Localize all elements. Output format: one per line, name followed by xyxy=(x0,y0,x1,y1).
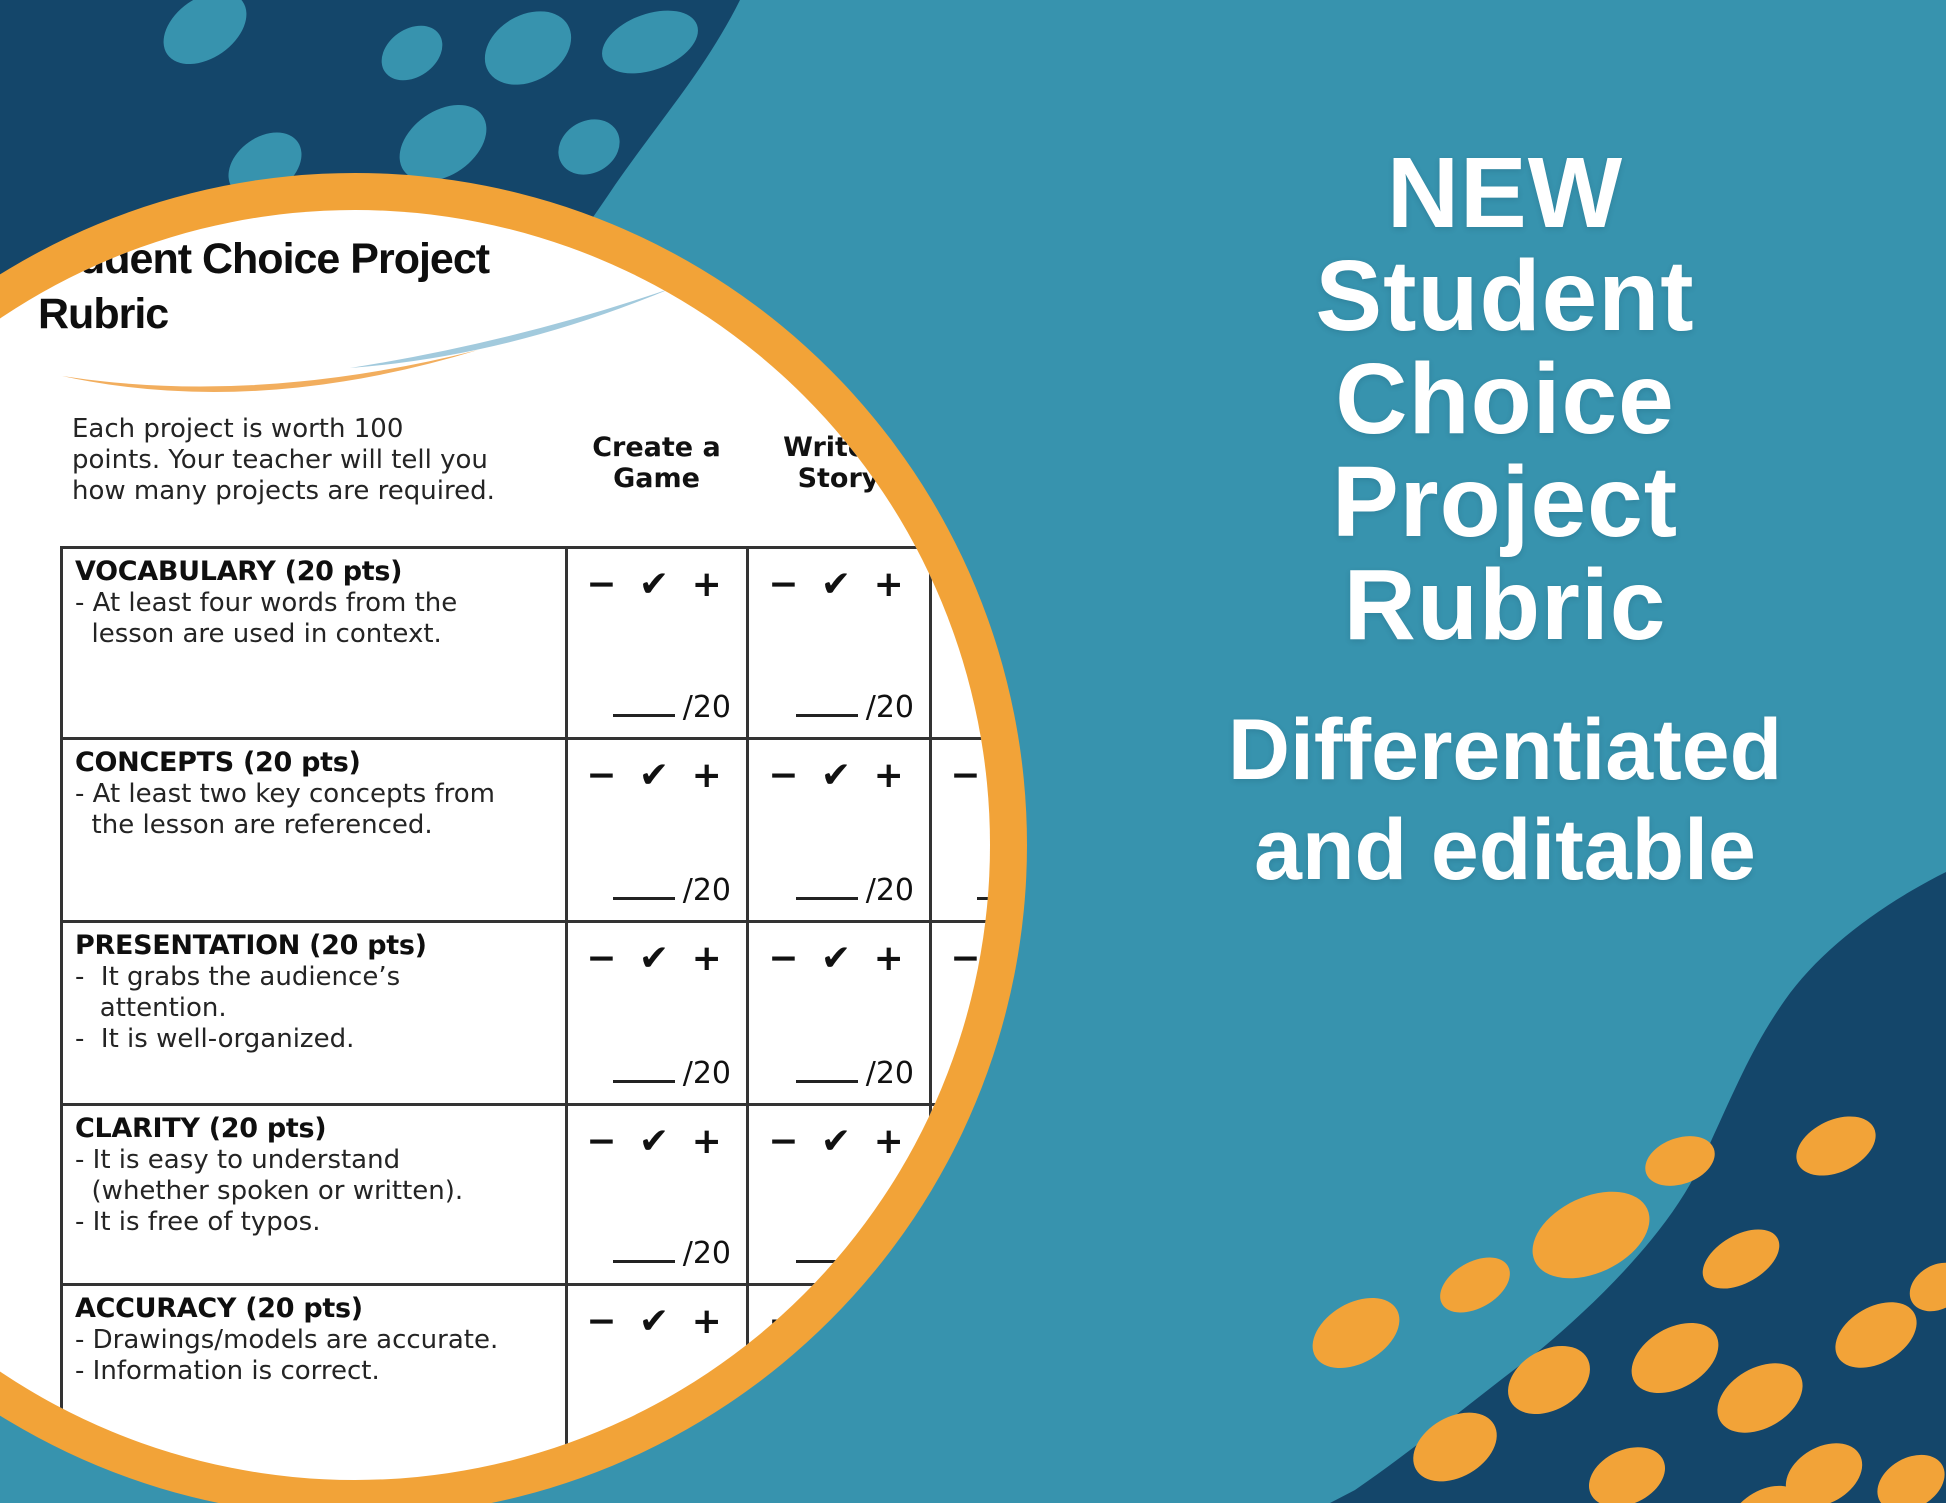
promo-subtitle: Differentiated and editable xyxy=(1064,700,1946,900)
score-blank xyxy=(795,1056,858,1083)
promo-subtitle-line: and editable xyxy=(1254,802,1756,898)
score-cell: /20 xyxy=(747,1056,930,1091)
header-swoosh-decoration xyxy=(62,288,672,393)
criteria-bullets: - It is easy to understand (whether spok… xyxy=(75,1145,464,1237)
promo-title-line: Project xyxy=(1331,446,1678,558)
score-cell: /20 xyxy=(566,1056,747,1091)
rubric-row-vocabulary: VOCABULARY (20 pts) - At least four word… xyxy=(60,546,990,737)
score-blank xyxy=(795,1236,858,1263)
score-blank xyxy=(795,690,858,717)
score-blank xyxy=(612,1236,675,1263)
criteria-bullets: - It grabs the audience’s attention. - I… xyxy=(75,962,401,1054)
table-line xyxy=(60,546,990,549)
score-cell: /20 xyxy=(930,873,990,908)
score-cell: /20 xyxy=(566,873,747,908)
score-cell: /20 xyxy=(566,1236,747,1271)
table-line xyxy=(60,1103,990,1106)
criteria-title: VOCABULARY (20 pts) xyxy=(75,556,403,587)
rubric-row-concepts: CONCEPTS (20 pts) - At least two key con… xyxy=(60,737,990,920)
table-line xyxy=(565,546,568,1480)
criteria-cell: ACCURACY (20 pts) - Drawings/models are … xyxy=(75,1293,573,1387)
rating-symbols: − ✔ + xyxy=(768,755,909,796)
criteria-bullets: - Drawings/models are accurate. - Inform… xyxy=(75,1325,499,1386)
rating-symbols: − ✔ + xyxy=(586,1301,727,1342)
criteria-title: PRESENTATION (20 pts) xyxy=(75,930,427,961)
criteria-title: ACCURACY (20 pts) xyxy=(75,1293,363,1324)
score-label: /20 xyxy=(682,873,731,908)
score-cell: /20 xyxy=(566,690,747,725)
score-label: /20 xyxy=(865,690,914,725)
table-line xyxy=(60,1283,990,1286)
column-header-create-a-game: Create a Game xyxy=(592,432,721,494)
rating-symbols: − ✔ + xyxy=(586,938,727,979)
promo-title-line: Rubric xyxy=(1343,549,1667,661)
table-line xyxy=(60,737,990,740)
rating-symbols: − ✔ + xyxy=(586,564,727,605)
rating-symbols: − ✔ + xyxy=(768,564,909,605)
intro-text: Each project is worth 100 points. Your t… xyxy=(72,414,495,506)
promo-title: NEW Student Choice Project Rubric xyxy=(1064,142,1946,657)
bottom-right-blob xyxy=(1330,872,1946,1503)
promo-title-line: Choice xyxy=(1335,343,1675,455)
circle-paper xyxy=(0,210,990,1480)
criteria-cell: PRESENTATION (20 pts) - It grabs the aud… xyxy=(75,930,573,1055)
score-label: /20 xyxy=(865,873,914,908)
rating-symbols: − ✔ + xyxy=(586,755,727,796)
rating-symbols: − ✔ + xyxy=(950,755,990,796)
score-blank xyxy=(612,1056,675,1083)
table-line xyxy=(60,920,990,923)
promo-title-line: NEW xyxy=(1386,137,1624,249)
criteria-cell: CONCEPTS (20 pts) - At least two key con… xyxy=(75,747,573,841)
score-blank xyxy=(795,873,858,900)
criteria-bullets: - At least four words from the lesson ar… xyxy=(75,588,458,649)
criteria-cell: VOCABULARY (20 pts) - At least four word… xyxy=(75,556,573,650)
table-line xyxy=(60,546,63,1480)
criteria-title: CLARITY (20 pts) xyxy=(75,1113,327,1144)
criteria-cell: CLARITY (20 pts) - It is easy to underst… xyxy=(75,1113,573,1238)
score-blank xyxy=(612,690,675,717)
rating-symbols: − ✔ + xyxy=(586,1121,727,1162)
table-line xyxy=(929,546,932,1480)
score-label: /20 xyxy=(682,690,731,725)
rubric-row-presentation: PRESENTATION (20 pts) - It grabs the aud… xyxy=(60,920,990,1103)
orange-swoosh xyxy=(62,350,478,393)
promo-subtitle-line: Differentiated xyxy=(1227,702,1783,798)
criteria-title: CONCEPTS (20 pts) xyxy=(75,747,361,778)
score-label: /20 xyxy=(865,1056,914,1091)
score-label: /20 xyxy=(682,1056,731,1091)
score-blank xyxy=(612,873,675,900)
score-cell: /20 xyxy=(747,690,930,725)
score-label: /20 xyxy=(682,1236,731,1271)
rating-symbols: − ✔ + xyxy=(768,938,909,979)
score-blank xyxy=(976,873,990,900)
table-line xyxy=(746,546,749,1480)
criteria-bullets: - At least two key concepts from the les… xyxy=(75,779,495,840)
rating-symbols: − ✔ + xyxy=(768,1121,909,1162)
score-cell: /20 xyxy=(747,873,930,908)
promo-title-line: Student xyxy=(1315,240,1695,352)
orange-dots xyxy=(1312,1116,1946,1503)
